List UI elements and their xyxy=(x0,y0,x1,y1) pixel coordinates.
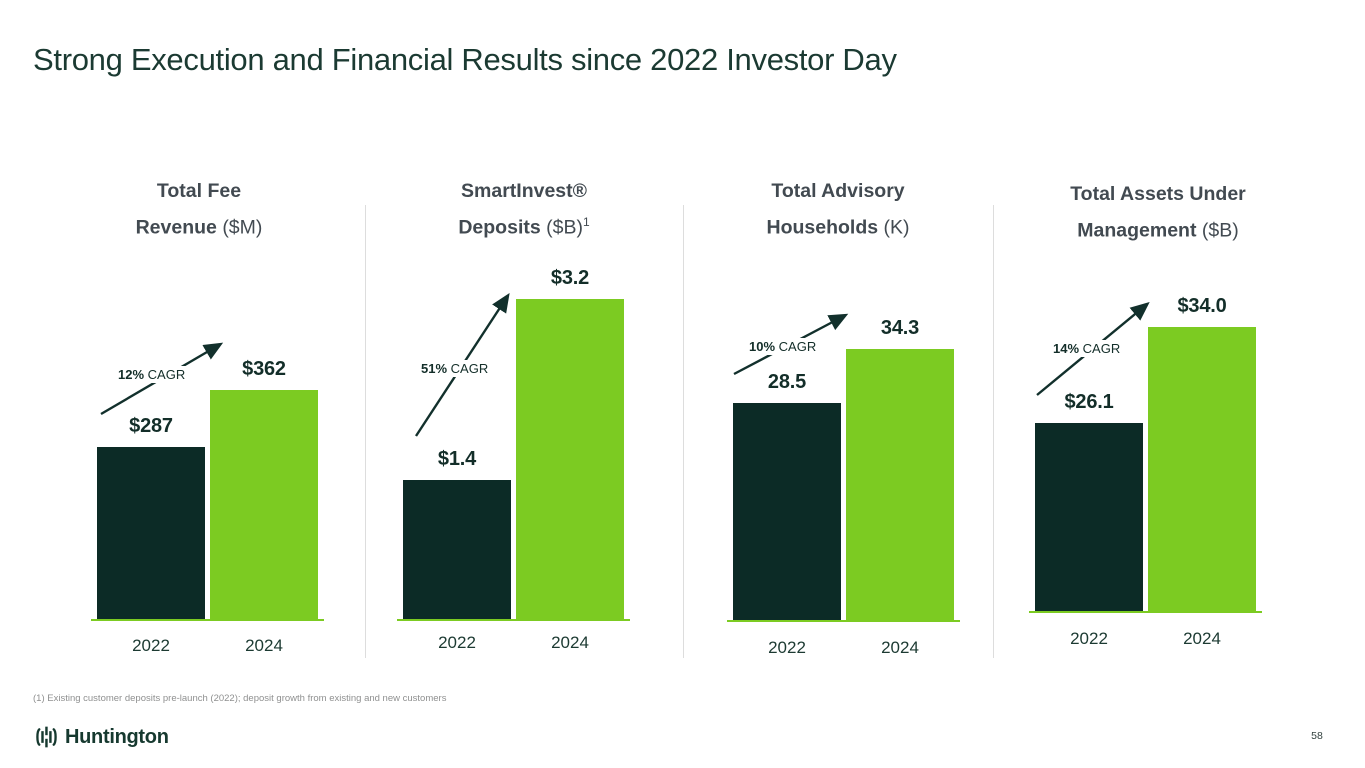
year-label-2022: 2022 xyxy=(132,636,170,655)
value-label-2024: $362 xyxy=(242,358,286,380)
axis-baseline xyxy=(397,619,630,621)
huntington-logo: Huntington xyxy=(33,723,169,751)
year-label-2024: 2024 xyxy=(245,636,283,655)
year-label-2024: 2024 xyxy=(1183,629,1221,648)
cagr-label: 51% CAGR xyxy=(418,360,492,377)
axis-baseline xyxy=(727,620,960,622)
bar-2024 xyxy=(1148,327,1256,612)
cagr-label: 10% CAGR xyxy=(746,338,820,355)
value-label-2024: $34.0 xyxy=(1177,295,1227,317)
page-number: 58 xyxy=(1311,730,1323,742)
value-label-2022: $287 xyxy=(129,415,173,437)
year-label-2024: 2024 xyxy=(881,638,919,657)
huntington-hexagon-icon xyxy=(36,726,57,748)
panel-title-advisory-households: Total Advisory Households (K) xyxy=(766,180,910,239)
bar-2024 xyxy=(846,349,954,621)
panel-title-assets-under-management: Total Assets Under Management ($B) xyxy=(1070,183,1246,242)
value-label-2022: $1.4 xyxy=(437,448,477,470)
year-label-2024: 2024 xyxy=(551,633,589,652)
cagr-label: 14% CAGR xyxy=(1050,340,1124,357)
axis-baseline xyxy=(91,619,324,621)
year-label-2022: 2022 xyxy=(1070,629,1108,648)
value-label-2022: 28.5 xyxy=(767,371,807,393)
bar-2022 xyxy=(1035,423,1143,612)
year-label-2022: 2022 xyxy=(438,633,476,652)
bar-2024 xyxy=(516,299,624,620)
bar-2022 xyxy=(97,447,205,620)
value-label-2024: $3.2 xyxy=(550,267,590,289)
panel-divider xyxy=(365,205,366,658)
year-label-2022: 2022 xyxy=(768,638,806,657)
panel-divider xyxy=(993,205,994,658)
value-label-2022: $26.1 xyxy=(1064,391,1114,413)
bar-2024 xyxy=(210,390,318,620)
bar-2022 xyxy=(733,403,841,621)
footnote: (1) Existing customer deposits pre-launc… xyxy=(33,693,447,704)
panel-title-smartinvest-deposits: SmartInvest® Deposits ($B)1 xyxy=(458,180,590,239)
slide-title: Strong Execution and Financial Results s… xyxy=(33,42,897,77)
cagr-label: 12% CAGR xyxy=(115,366,189,383)
panel-divider xyxy=(683,205,684,658)
panel-title-fee-revenue: Total Fee Revenue ($M) xyxy=(135,180,263,239)
axis-baseline xyxy=(1029,611,1262,613)
value-label-2024: 34.3 xyxy=(880,317,920,339)
bar-2022 xyxy=(403,480,511,620)
logo-wordmark: Huntington xyxy=(65,725,169,748)
